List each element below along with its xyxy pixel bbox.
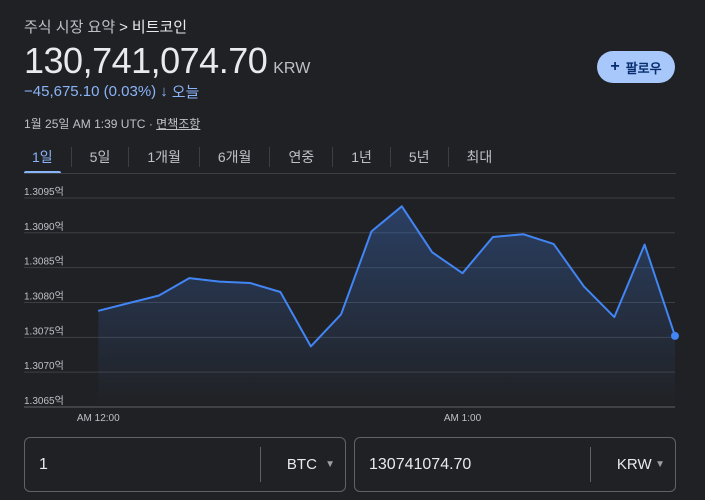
price-area bbox=[98, 206, 676, 407]
tab-label: 1일 bbox=[32, 149, 53, 165]
price-chart[interactable]: 1.3095억 1.3090억 1.3085억 1.3080억 1.3075억 1.307… bbox=[0, 174, 705, 424]
tab-ytd[interactable]: 연중 bbox=[280, 140, 322, 174]
y-tick-label: 1.3070억 bbox=[24, 360, 64, 372]
tab-label: 최대 bbox=[466, 149, 493, 165]
x-tick-label: AM 12:00 bbox=[77, 413, 120, 424]
data-point bbox=[553, 243, 555, 245]
breadcrumb-parent[interactable]: 주식 시장 요약 bbox=[24, 19, 116, 36]
data-point bbox=[522, 233, 524, 235]
data-point bbox=[492, 236, 494, 238]
data-point bbox=[401, 205, 403, 207]
tab-5y[interactable]: 5년 bbox=[401, 140, 438, 174]
tab-label: 5년 bbox=[408, 149, 430, 165]
change-period: 오늘 bbox=[171, 84, 200, 101]
tab-1m[interactable]: 1개월 bbox=[139, 140, 189, 174]
to-currency-label: KRW bbox=[616, 456, 652, 473]
data-point bbox=[249, 282, 251, 284]
data-point bbox=[340, 313, 342, 315]
tab-divider bbox=[198, 147, 200, 167]
data-point bbox=[279, 291, 281, 293]
tab-label: 6개월 bbox=[217, 149, 252, 165]
price-change: −45,675.10 (0.03%) ↓ 오늘 bbox=[24, 81, 199, 102]
data-point bbox=[219, 281, 221, 283]
y-tick-label: 1.3065억 bbox=[24, 395, 64, 407]
tab-label: 연중 bbox=[288, 149, 315, 165]
data-point bbox=[97, 310, 99, 312]
dropdown-caret-icon: ▼ bbox=[655, 459, 665, 470]
plus-icon: + bbox=[610, 58, 620, 75]
current-price-dot bbox=[671, 331, 679, 340]
meta-separator: · bbox=[148, 117, 153, 131]
y-tick-label: 1.3075억 bbox=[24, 325, 64, 337]
data-point bbox=[462, 272, 464, 274]
tab-divider bbox=[128, 147, 130, 167]
breadcrumb: 주식 시장 요약 > 비트코인 bbox=[24, 16, 187, 37]
data-point bbox=[644, 244, 646, 246]
converter-divider bbox=[590, 447, 591, 482]
data-point bbox=[310, 345, 312, 347]
tab-label: 1개월 bbox=[147, 149, 181, 165]
tab-divider bbox=[269, 147, 271, 167]
tab-label: 5일 bbox=[89, 149, 111, 165]
tab-6m[interactable]: 6개월 bbox=[210, 140, 260, 174]
down-arrow-icon: ↓ bbox=[160, 83, 168, 100]
data-point bbox=[188, 277, 190, 279]
tab-max[interactable]: 최대 bbox=[459, 140, 501, 174]
price-currency: KRW bbox=[273, 60, 311, 77]
disclaimer-link[interactable]: 면책조항 bbox=[156, 117, 201, 131]
tab-divider bbox=[332, 147, 334, 167]
tabs-underline bbox=[24, 173, 676, 174]
breadcrumb-separator: > bbox=[119, 19, 128, 36]
from-currency-label: BTC bbox=[286, 456, 317, 473]
y-tick-label: 1.3085억 bbox=[24, 256, 64, 268]
krw-amount-input[interactable] bbox=[355, 438, 590, 491]
tab-1y[interactable]: 1년 bbox=[343, 140, 380, 174]
converter-from: BTC ▼ bbox=[24, 437, 346, 492]
to-currency-select[interactable]: KRW ▼ bbox=[591, 456, 675, 473]
x-tick-label: AM 1:00 bbox=[444, 413, 482, 424]
tab-5d[interactable]: 5일 bbox=[82, 140, 119, 174]
data-point bbox=[583, 285, 585, 287]
btc-amount-input[interactable] bbox=[25, 438, 260, 491]
from-currency-select[interactable]: BTC ▼ bbox=[261, 456, 345, 473]
dropdown-caret-icon: ▼ bbox=[325, 459, 335, 470]
meta-info: 1월 25일 AM 1:39 UTC · 면책조항 bbox=[24, 115, 200, 132]
timestamp: 1월 25일 AM 1:39 UTC bbox=[24, 117, 146, 131]
y-tick-label: 1.3080억 bbox=[24, 290, 64, 302]
price-row: 130,741,074.70 KRW bbox=[24, 40, 310, 82]
tab-divider bbox=[70, 147, 72, 167]
change-text: −45,675.10 (0.03%) bbox=[24, 83, 157, 100]
y-tick-label: 1.3095억 bbox=[24, 186, 64, 198]
data-point bbox=[158, 295, 160, 296]
y-tick-label: 1.3090억 bbox=[24, 221, 64, 233]
follow-button[interactable]: + 팔로우 bbox=[597, 51, 675, 83]
data-point bbox=[370, 230, 372, 232]
tab-1d[interactable]: 1일 bbox=[24, 140, 61, 174]
tab-divider bbox=[447, 147, 449, 167]
data-point bbox=[431, 251, 433, 253]
tab-divider bbox=[389, 147, 391, 167]
converter-divider bbox=[260, 447, 261, 482]
tab-label: 1년 bbox=[351, 149, 372, 165]
converter-to: KRW ▼ bbox=[354, 437, 676, 492]
data-point bbox=[613, 316, 615, 318]
price-value: 130,741,074.70 bbox=[24, 40, 268, 81]
follow-button-label: 팔로우 bbox=[625, 60, 662, 76]
range-tabs: 1일 5일 1개월 6개월 연중 1년 5년 최대 bbox=[24, 140, 500, 174]
breadcrumb-current: 비트코인 bbox=[131, 19, 188, 36]
